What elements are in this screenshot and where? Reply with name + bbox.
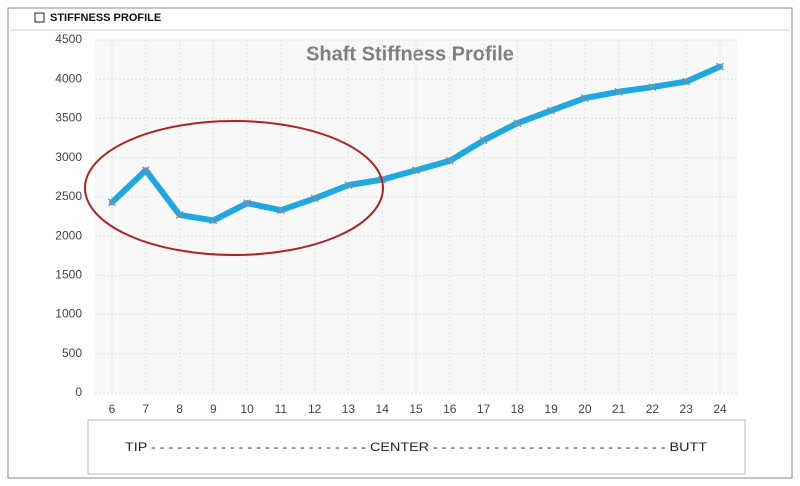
- x-note: TIP - - - - - - - - - - - - - - - - - - …: [125, 440, 708, 454]
- x-tick-label: 24: [713, 402, 727, 416]
- x-tick-label: 9: [210, 402, 217, 416]
- point-marker: [344, 181, 353, 190]
- checkbox-icon: [34, 12, 45, 23]
- y-tick-label: 2500: [55, 189, 82, 203]
- point-marker: [614, 87, 623, 96]
- x-tick-label: 20: [578, 402, 592, 416]
- y-tick-label: 4000: [55, 71, 82, 85]
- x-tick-label: 7: [142, 402, 149, 416]
- highlight-ellipse: [84, 120, 384, 256]
- point-marker: [580, 94, 589, 103]
- x-tick-label: 18: [511, 402, 525, 416]
- note-box: [87, 419, 746, 475]
- y-tick-label: 1000: [55, 307, 82, 321]
- point-marker: [648, 83, 657, 92]
- panel-title: STIFFNESS PROFILE: [50, 12, 161, 24]
- point-marker: [209, 216, 218, 225]
- y-tick-label: 4500: [55, 32, 82, 46]
- y-tick-label: 3500: [55, 111, 82, 125]
- point-marker: [412, 166, 420, 175]
- y-tick-label: 1500: [55, 268, 82, 282]
- y-tick-label: 0: [75, 385, 82, 399]
- y-tick-label: 3000: [55, 150, 82, 164]
- x-tick-label: 19: [544, 402, 558, 416]
- x-tick-label: 13: [342, 402, 356, 416]
- x-tick-label: 8: [176, 402, 183, 416]
- x-tick-label: 15: [409, 402, 423, 416]
- point-marker: [108, 198, 116, 207]
- point-marker: [682, 77, 691, 86]
- y-tick-label: 2000: [55, 228, 82, 242]
- point-marker: [479, 136, 488, 145]
- x-tick-label: 11: [275, 402, 288, 416]
- point-marker: [175, 210, 184, 219]
- point-marker: [310, 194, 319, 203]
- point-marker: [445, 156, 454, 165]
- x-tick-label: 16: [443, 402, 457, 416]
- x-tick-label: 14: [376, 402, 390, 416]
- point-marker: [716, 62, 724, 71]
- point-marker: [513, 119, 522, 128]
- x-tick-label: 10: [240, 402, 254, 416]
- x-tick-label: 17: [477, 402, 491, 416]
- point-marker: [243, 199, 252, 208]
- x-tick-label: 22: [646, 402, 660, 416]
- x-tick-label: 21: [612, 402, 626, 416]
- x-tick-label: 6: [109, 402, 116, 416]
- point-marker: [276, 206, 285, 215]
- chart-title: Shaft Stiffness Profile: [306, 43, 514, 65]
- point-marker: [547, 106, 556, 115]
- point-marker: [141, 166, 150, 175]
- y-tick-label: 500: [62, 346, 82, 360]
- x-tick-label: 12: [308, 402, 322, 416]
- x-tick-label: 23: [680, 402, 694, 416]
